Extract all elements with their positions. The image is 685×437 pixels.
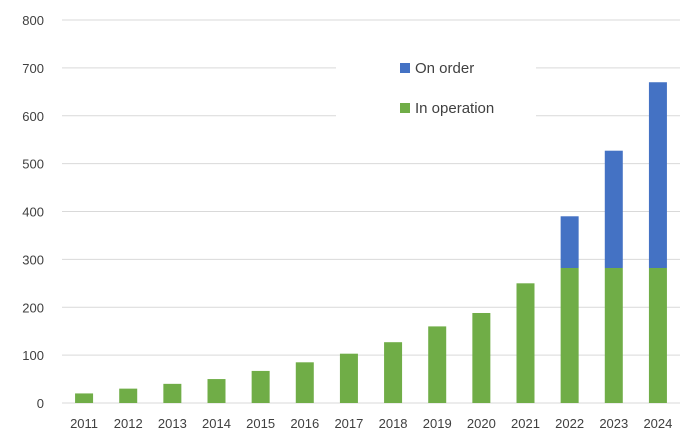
y-tick-label: 0 xyxy=(37,396,44,411)
bar-in-operation-2014 xyxy=(207,379,226,403)
x-tick-label: 2015 xyxy=(246,416,275,431)
x-tick-label: 2013 xyxy=(158,416,187,431)
bar-in-operation-2012 xyxy=(119,388,138,403)
legend: On order In operation xyxy=(336,54,536,120)
legend-swatch xyxy=(400,103,410,113)
x-tick-label: 2018 xyxy=(379,416,408,431)
x-tick-label: 2017 xyxy=(334,416,363,431)
x-axis: 2011 2012 2013 2014 2015 2016 2017 2018 2019 2020… xyxy=(70,416,672,431)
x-tick-label: 2024 xyxy=(643,416,672,431)
bars xyxy=(75,82,667,403)
legend-background xyxy=(336,54,536,80)
bar-in-operation-2019 xyxy=(428,326,447,403)
y-tick-label: 400 xyxy=(22,205,44,220)
x-tick-label: 2020 xyxy=(467,416,496,431)
y-tick-label: 600 xyxy=(22,109,44,124)
bar-in-operation-2016 xyxy=(295,362,314,403)
y-tick-label: 500 xyxy=(22,157,44,172)
bar-in-operation-2013 xyxy=(163,383,182,403)
bar-in-operation-2015 xyxy=(251,370,270,403)
x-tick-label: 2019 xyxy=(423,416,452,431)
bar-in-operation-2022 xyxy=(560,267,579,403)
x-tick-label: 2021 xyxy=(511,416,540,431)
bar-in-operation-2023 xyxy=(604,267,623,403)
bar-on-order-2023 xyxy=(604,150,623,268)
y-tick-label: 200 xyxy=(22,300,44,315)
x-tick-label: 2022 xyxy=(555,416,584,431)
legend-background xyxy=(336,94,536,120)
x-tick-label: 2016 xyxy=(290,416,319,431)
y-tick-label: 300 xyxy=(22,252,44,267)
bar-in-operation-2021 xyxy=(516,283,535,403)
x-tick-label: 2012 xyxy=(114,416,143,431)
x-tick-label: 2023 xyxy=(599,416,628,431)
gridlines xyxy=(62,19,680,404)
bar-in-operation-2011 xyxy=(75,393,94,403)
legend-swatch xyxy=(400,63,410,73)
legend-label: In operation xyxy=(415,100,494,117)
y-tick-label: 100 xyxy=(22,348,44,363)
legend-label: On order xyxy=(415,60,474,77)
x-tick-label: 2014 xyxy=(202,416,231,431)
bar-in-operation-2020 xyxy=(472,312,491,403)
bar-on-order-2022 xyxy=(560,216,579,268)
bar-in-operation-2024 xyxy=(648,267,667,403)
y-axis: 0 100 200 300 400 500 600 700 800 xyxy=(22,13,44,411)
bar-in-operation-2018 xyxy=(384,342,403,403)
y-tick-label: 800 xyxy=(22,13,44,28)
x-tick-label: 2011 xyxy=(70,416,98,431)
bar-in-operation-2017 xyxy=(339,353,358,403)
y-tick-label: 700 xyxy=(22,61,44,76)
bar-on-order-2024 xyxy=(648,82,667,268)
